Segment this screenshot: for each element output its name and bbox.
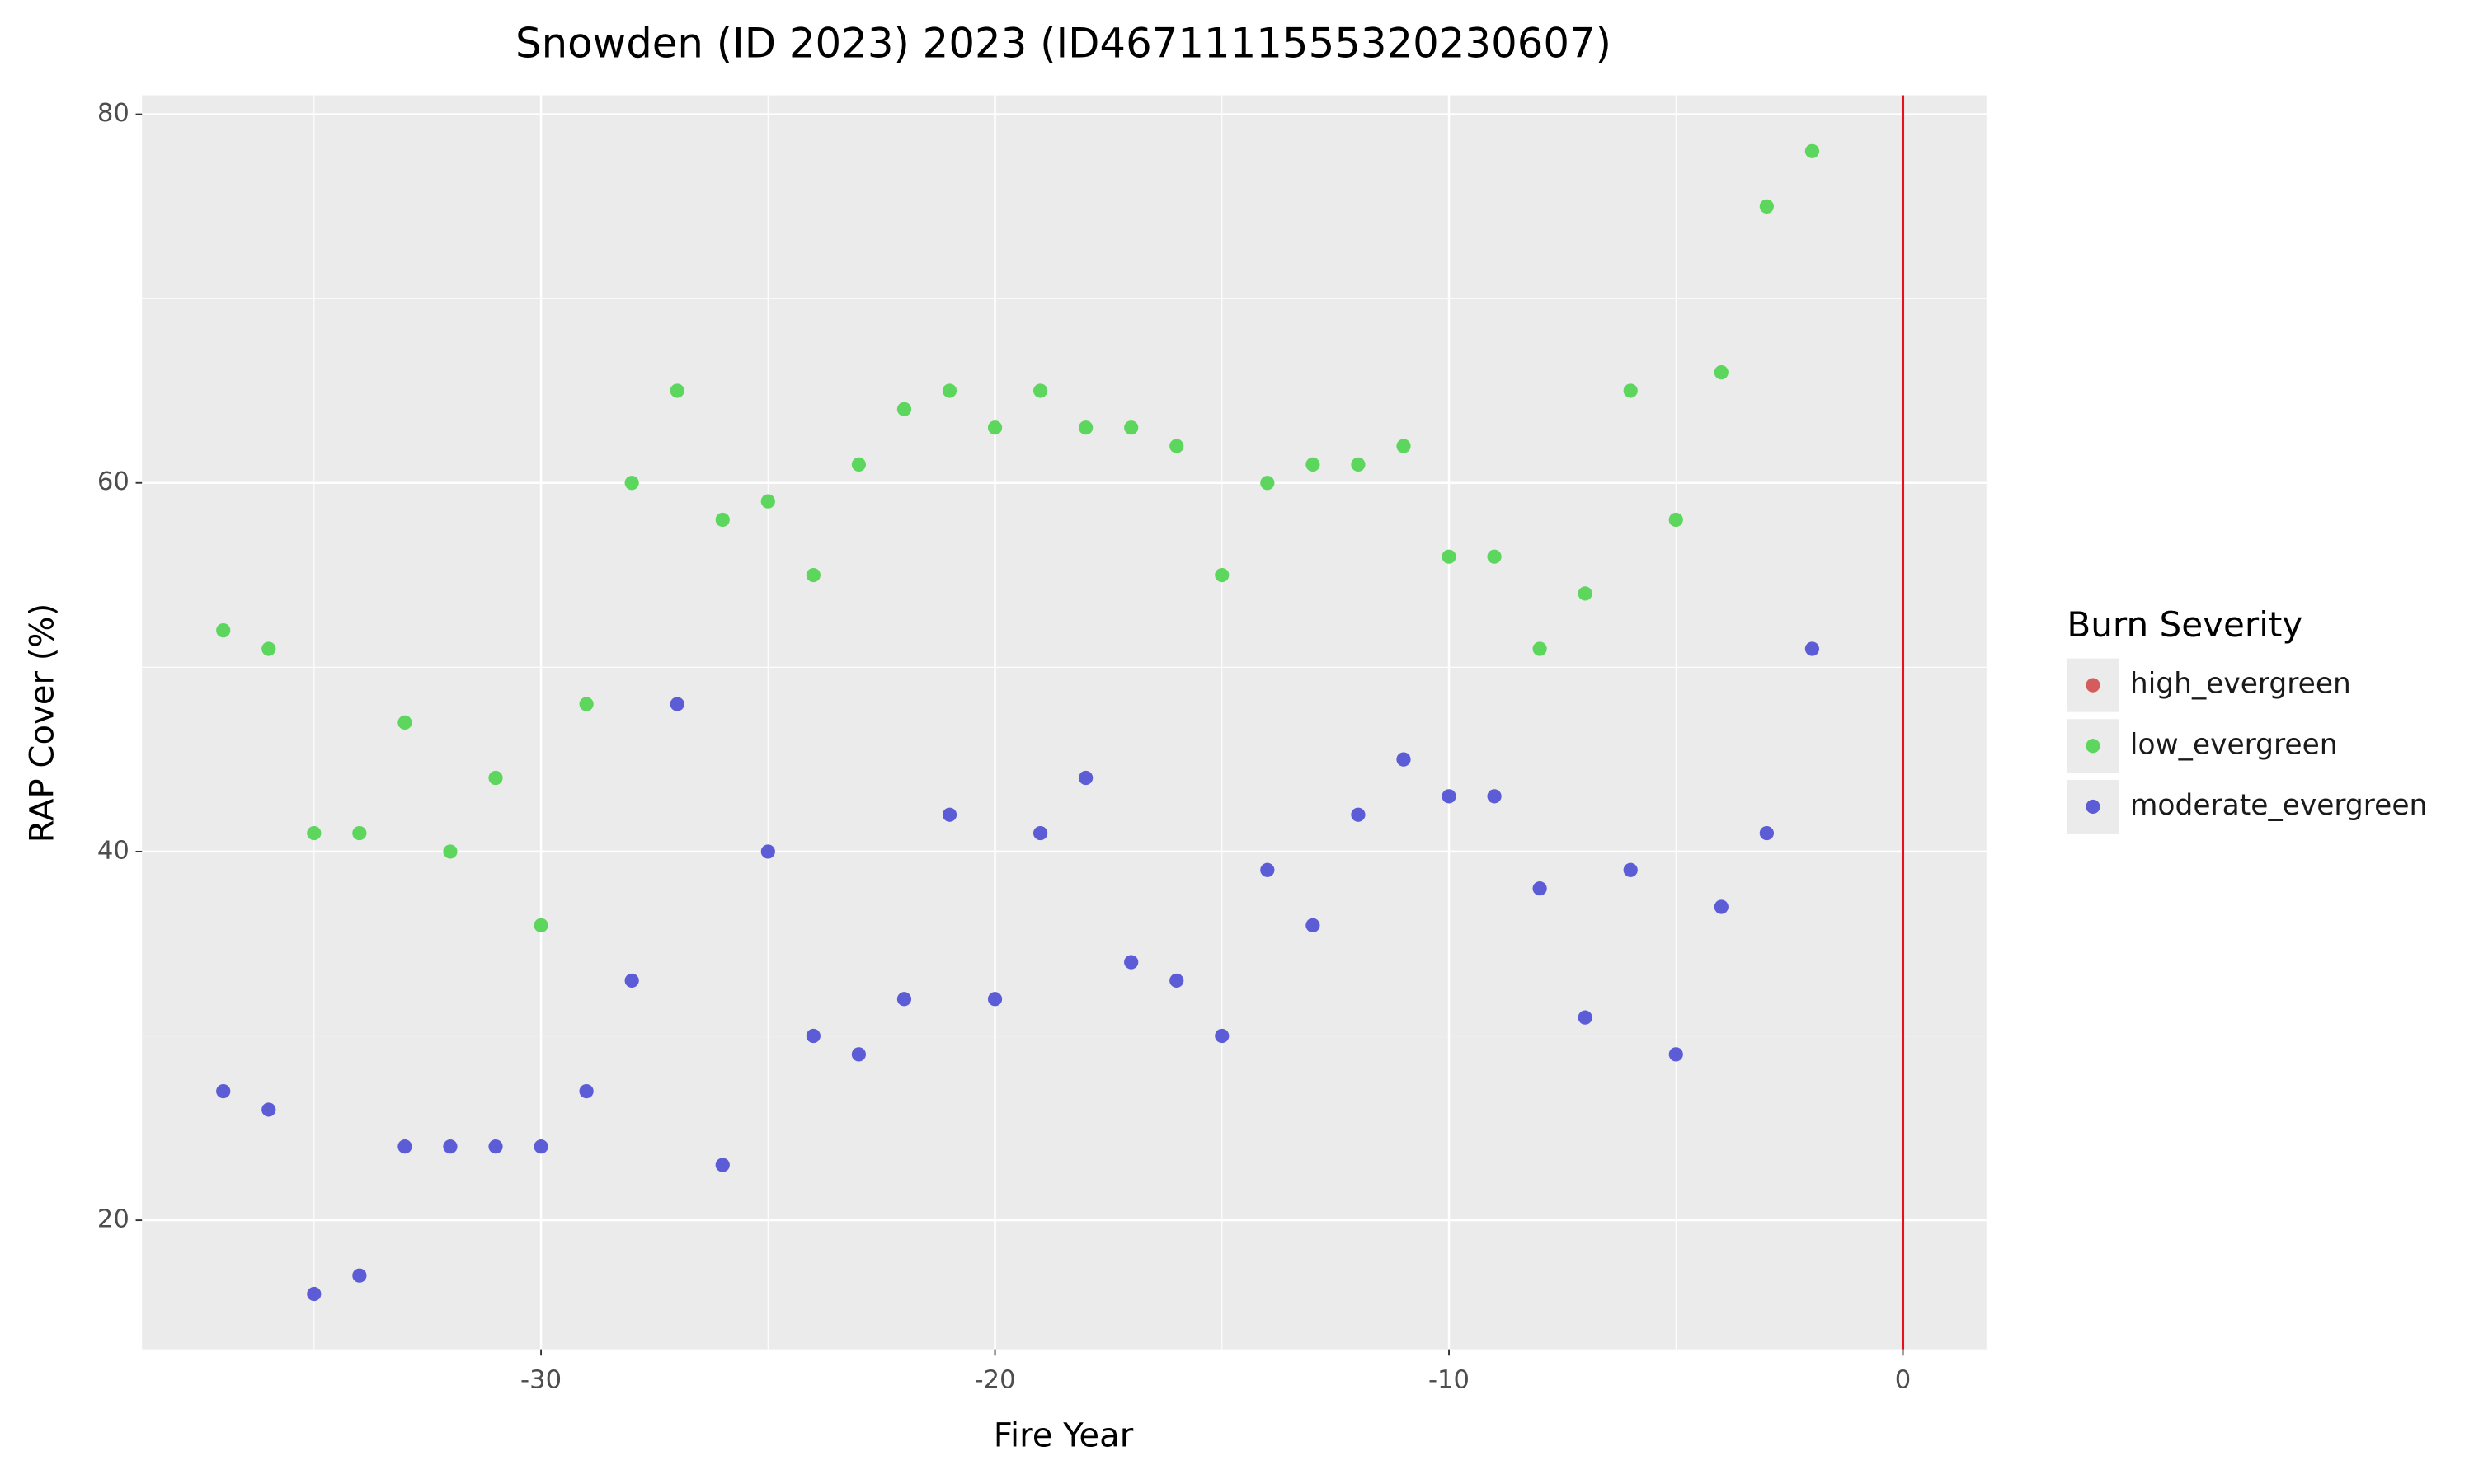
point	[670, 383, 684, 398]
legend-swatch	[2086, 799, 2100, 815]
point	[1487, 789, 1502, 804]
point	[1260, 862, 1275, 877]
point	[1169, 439, 1184, 453]
point	[1396, 752, 1411, 767]
legend-title: Burn Severity	[2067, 604, 2302, 645]
point	[397, 1139, 412, 1154]
point	[1578, 1010, 1592, 1025]
x-tick-label: -10	[1428, 1365, 1470, 1394]
point	[851, 1047, 867, 1062]
point	[896, 992, 912, 1007]
legend-swatch	[2086, 739, 2100, 754]
x-tick-label: -30	[520, 1365, 562, 1394]
y-tick-label: 60	[97, 467, 129, 496]
point	[307, 1286, 322, 1302]
point	[806, 1028, 821, 1044]
point	[352, 825, 367, 841]
point	[1668, 1047, 1683, 1062]
point	[307, 825, 322, 841]
point	[216, 623, 231, 638]
point	[579, 697, 594, 711]
legend-label: low_evergreen	[2130, 728, 2338, 761]
legend-label: high_evergreen	[2130, 668, 2351, 701]
point	[1487, 549, 1502, 564]
point	[1079, 420, 1094, 435]
point	[715, 1158, 730, 1172]
chart-title: Snowden (ID 2023) 2023 (ID46711115553202…	[515, 20, 1611, 68]
point	[851, 457, 867, 472]
panel	[142, 95, 1987, 1350]
point	[1305, 918, 1320, 932]
point	[1260, 476, 1275, 491]
point	[1804, 143, 1820, 158]
point	[760, 844, 775, 859]
y-tick-label: 20	[97, 1205, 129, 1234]
point	[806, 567, 821, 583]
point	[261, 641, 276, 656]
x-axis-label: Fire Year	[994, 1417, 1134, 1455]
point	[1032, 383, 1048, 398]
point	[488, 1139, 503, 1154]
point	[1396, 439, 1411, 453]
point	[1623, 383, 1638, 398]
legend-swatch	[2086, 678, 2100, 693]
point	[443, 1139, 458, 1154]
point	[760, 494, 775, 509]
point	[534, 918, 548, 932]
point	[624, 973, 639, 989]
point	[1215, 567, 1230, 583]
point	[1759, 199, 1774, 214]
legend-label: moderate_evergreen	[2130, 789, 2427, 822]
point	[1124, 420, 1139, 435]
point	[1124, 955, 1139, 970]
x-tick-label: -20	[975, 1365, 1016, 1394]
point	[1668, 512, 1683, 528]
point	[1079, 770, 1094, 786]
point	[896, 402, 912, 416]
point	[1714, 899, 1729, 914]
point	[443, 844, 458, 859]
point	[1215, 1028, 1230, 1044]
point	[1442, 549, 1456, 564]
point	[1351, 457, 1366, 472]
x-tick-label: 0	[1895, 1365, 1911, 1394]
y-tick-label: 80	[97, 99, 129, 128]
point	[261, 1102, 276, 1117]
point	[942, 383, 957, 398]
point	[488, 770, 503, 786]
point	[1532, 881, 1547, 896]
point	[1169, 973, 1184, 989]
point	[1759, 825, 1774, 841]
point	[1442, 789, 1456, 804]
y-tick-label: 40	[97, 836, 129, 865]
point	[352, 1268, 367, 1283]
y-axis-label: RAP Cover (%)	[24, 603, 62, 843]
point	[534, 1139, 548, 1154]
point	[216, 1083, 231, 1099]
point	[624, 476, 639, 491]
point	[987, 420, 1003, 435]
point	[579, 1083, 594, 1099]
point	[715, 512, 730, 528]
point	[1351, 807, 1366, 822]
point	[987, 992, 1003, 1007]
point	[1032, 825, 1048, 841]
point	[1804, 641, 1820, 656]
point	[670, 697, 684, 711]
point	[397, 715, 412, 730]
point	[1305, 457, 1320, 472]
point	[942, 807, 957, 822]
point	[1714, 364, 1729, 380]
point	[1623, 862, 1638, 877]
point	[1578, 586, 1592, 601]
point	[1532, 641, 1547, 656]
